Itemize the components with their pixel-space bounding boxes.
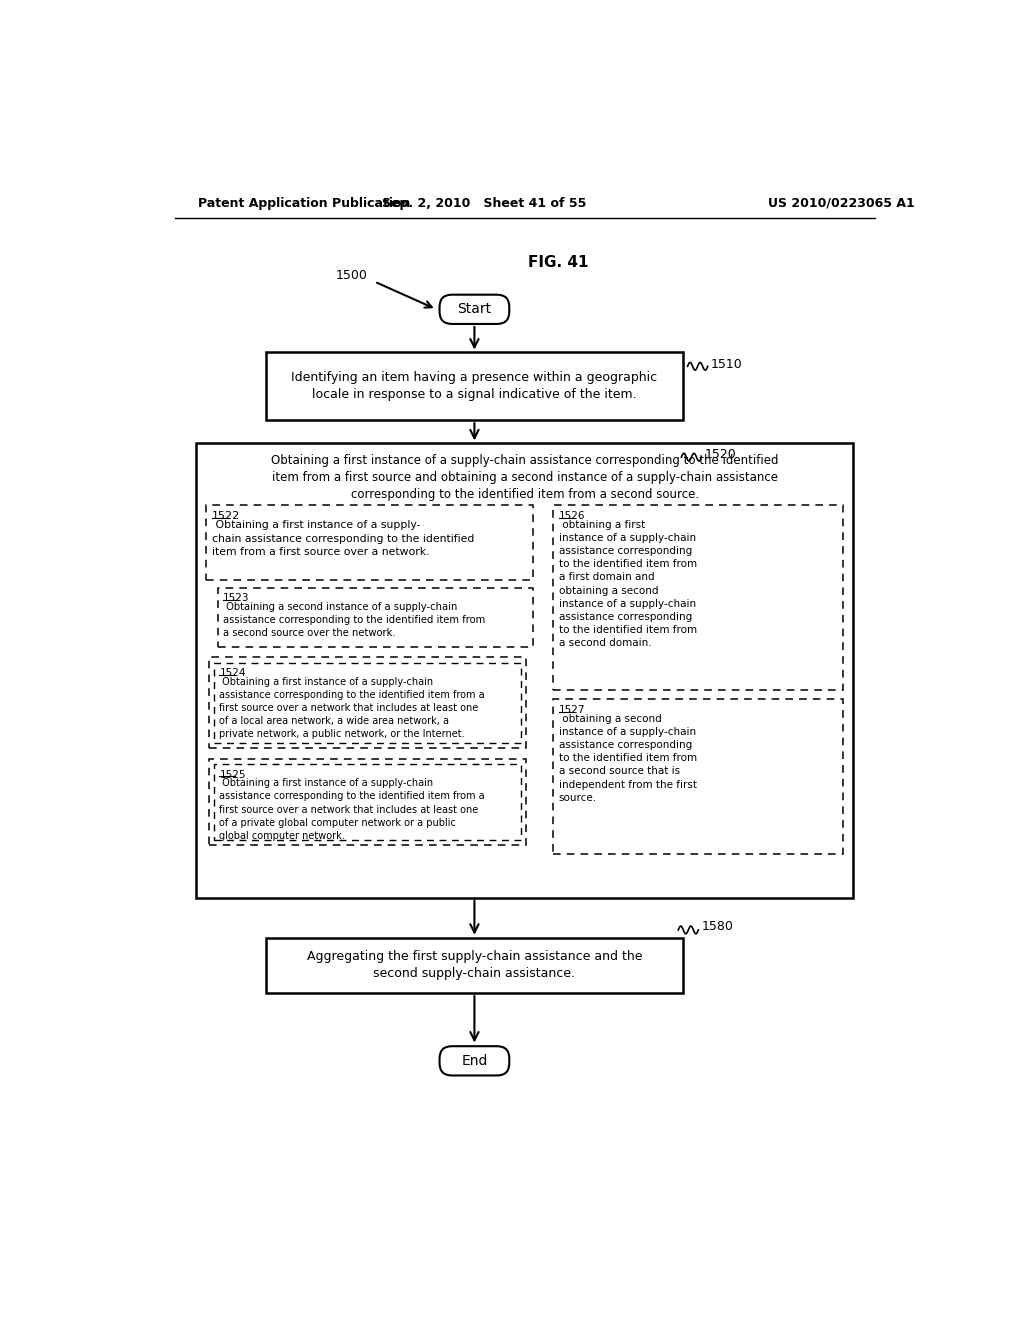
FancyBboxPatch shape bbox=[197, 444, 853, 898]
FancyBboxPatch shape bbox=[209, 657, 526, 748]
Text: Obtaining a first instance of a supply-chain
assistance corresponding to the ide: Obtaining a first instance of a supply-c… bbox=[219, 779, 485, 841]
FancyBboxPatch shape bbox=[553, 700, 844, 854]
Text: 1527: 1527 bbox=[559, 705, 586, 715]
FancyBboxPatch shape bbox=[266, 352, 683, 420]
FancyBboxPatch shape bbox=[214, 764, 521, 840]
Text: 1520: 1520 bbox=[705, 447, 736, 461]
Text: Obtaining a first instance of a supply-
chain assistance corresponding to the id: Obtaining a first instance of a supply- … bbox=[212, 520, 474, 557]
FancyBboxPatch shape bbox=[206, 506, 532, 581]
Text: 1523: 1523 bbox=[222, 594, 249, 603]
Text: 1522: 1522 bbox=[212, 511, 240, 521]
Text: Sep. 2, 2010   Sheet 41 of 55: Sep. 2, 2010 Sheet 41 of 55 bbox=[382, 197, 587, 210]
Text: 1510: 1510 bbox=[711, 358, 742, 371]
Text: obtaining a first
instance of a supply-chain
assistance corresponding
to the ide: obtaining a first instance of a supply-c… bbox=[559, 520, 697, 648]
FancyBboxPatch shape bbox=[439, 1047, 509, 1076]
Text: obtaining a second
instance of a supply-chain
assistance corresponding
to the id: obtaining a second instance of a supply-… bbox=[559, 714, 697, 803]
Text: Obtaining a first instance of a supply-chain
assistance corresponding to the ide: Obtaining a first instance of a supply-c… bbox=[219, 677, 485, 739]
Text: 1525: 1525 bbox=[219, 770, 246, 780]
Text: Aggregating the first supply-chain assistance and the
second supply-chain assist: Aggregating the first supply-chain assis… bbox=[306, 950, 642, 981]
Text: FIG. 41: FIG. 41 bbox=[528, 255, 589, 269]
FancyBboxPatch shape bbox=[209, 759, 526, 845]
FancyBboxPatch shape bbox=[218, 589, 532, 647]
FancyBboxPatch shape bbox=[266, 937, 683, 993]
Text: 1580: 1580 bbox=[701, 920, 733, 933]
Text: US 2010/0223065 A1: US 2010/0223065 A1 bbox=[768, 197, 914, 210]
FancyBboxPatch shape bbox=[214, 663, 521, 743]
Text: Obtaining a first instance of a supply-chain assistance corresponding to the ide: Obtaining a first instance of a supply-c… bbox=[271, 454, 778, 500]
Text: Identifying an item having a presence within a geographic
locale in response to : Identifying an item having a presence wi… bbox=[292, 371, 657, 401]
FancyBboxPatch shape bbox=[439, 294, 509, 323]
Text: Start: Start bbox=[458, 302, 492, 317]
Text: End: End bbox=[461, 1053, 487, 1068]
Text: 1500: 1500 bbox=[336, 269, 368, 282]
Text: 1526: 1526 bbox=[559, 511, 586, 521]
Text: 1524: 1524 bbox=[219, 668, 246, 678]
Text: Obtaining a second instance of a supply-chain
assistance corresponding to the id: Obtaining a second instance of a supply-… bbox=[222, 602, 484, 639]
Text: Patent Application Publication: Patent Application Publication bbox=[198, 197, 411, 210]
FancyBboxPatch shape bbox=[553, 506, 844, 689]
